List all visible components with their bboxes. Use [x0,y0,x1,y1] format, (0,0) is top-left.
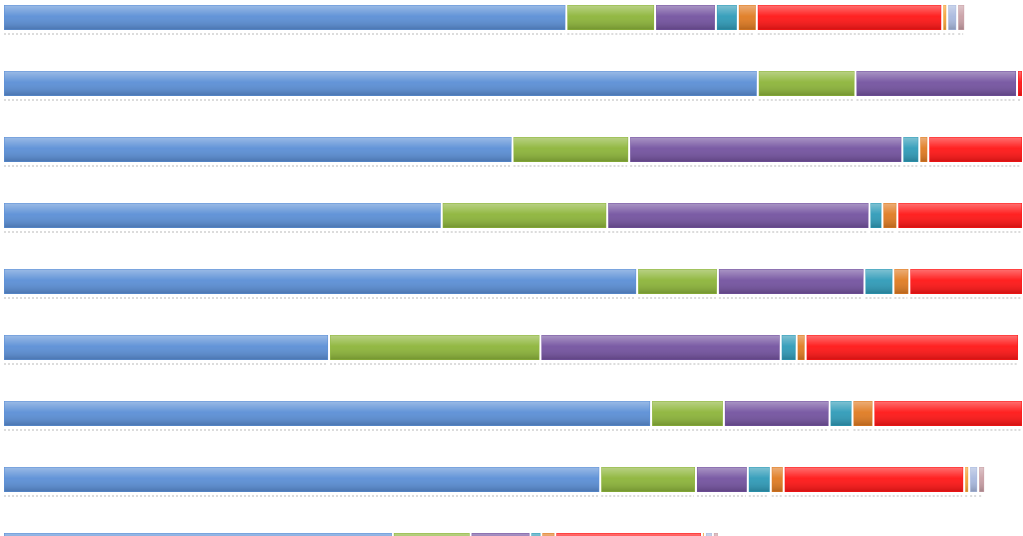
bar-segment-r1-s7 [942,4,948,35]
bar-segment-r7-s6 [873,400,1023,431]
bar-segment-r7-s1 [3,400,652,431]
bar-segment-r8-s4 [747,466,771,497]
bar-segment-r7-s4 [829,400,853,431]
bar-segment-r3-s5 [919,136,929,167]
bar-row-1 [3,4,966,35]
bar-segment-r8-s3 [695,466,748,497]
bar-segment-r9-s6 [555,532,702,536]
bar-segment-r6-s2 [329,334,541,365]
bar-segment-r9-s5 [541,532,556,536]
bar-segment-r6-s6 [805,334,1020,365]
bar-segment-r4-s5 [882,202,898,233]
bar-segment-r6-s1 [3,334,330,365]
bar-segment-r2-s3 [855,70,1018,101]
bar-segment-r5-s6 [909,268,1023,299]
bar-row-3 [3,136,1023,167]
bar-segment-r9-s2 [392,532,471,536]
bar-row-7 [3,400,1023,431]
bar-segment-r9-s1 [3,532,393,536]
bar-segment-r3-s6 [928,136,1023,167]
bar-segment-r9-s3 [470,532,531,536]
bar-row-8 [3,466,986,497]
bar-segment-r7-s2 [651,400,724,431]
bar-segment-r3-s4 [902,136,920,167]
bar-segment-r1-s3 [655,4,716,35]
bar-segment-r3-s2 [512,136,630,167]
bar-segment-r9-s8 [704,532,713,536]
bar-segment-r5-s4 [864,268,894,299]
bar-segment-r9-s4 [530,532,542,536]
bar-segment-r8-s9 [978,466,986,497]
bar-segment-r2-s2 [757,70,856,101]
bar-segment-r1-s9 [957,4,966,35]
bar-segment-r4-s4 [869,202,883,233]
bar-row-6 [3,334,1020,365]
bar-segment-r8-s1 [3,466,601,497]
bar-segment-r1-s4 [715,4,738,35]
bar-row-2 [3,70,1023,101]
bar-segment-r1-s2 [566,4,656,35]
bar-segment-r1-s5 [737,4,757,35]
bar-segment-r4-s1 [3,202,442,233]
bar-segment-r9-s9 [712,532,719,536]
bar-segment-r3-s3 [629,136,903,167]
bar-segment-r2-s1 [3,70,758,101]
bar-segment-r3-s1 [3,136,513,167]
bar-segment-r5-s5 [893,268,910,299]
bar-segment-r1-s8 [947,4,958,35]
plot-area [3,4,1023,536]
bar-segment-r5-s3 [717,268,865,299]
bar-segment-r7-s5 [852,400,874,431]
bar-segment-r6-s5 [796,334,806,365]
bar-segment-r8-s6 [783,466,965,497]
bar-segment-r6-s4 [780,334,797,365]
bar-segment-r5-s1 [3,268,638,299]
bar-segment-r2-s6 [1017,70,1023,101]
bar-segment-r5-s2 [637,268,718,299]
bar-segment-r4-s3 [607,202,870,233]
bar-segment-r8-s8 [969,466,979,497]
bar-segment-r8-s2 [600,466,696,497]
bar-segment-r8-s5 [770,466,784,497]
bar-segment-r1-s1 [3,4,567,35]
bar-segment-r6-s3 [540,334,781,365]
bar-segment-r4-s6 [897,202,1023,233]
bar-segment-r4-s2 [441,202,608,233]
bar-row-5 [3,268,1023,299]
bar-segment-r7-s3 [723,400,830,431]
bar-segment-r9-s7 [701,532,705,536]
bar-row-4 [3,202,1023,233]
bar-segment-r8-s7 [964,466,970,497]
bar-row-9 [3,532,719,536]
bar-segment-r1-s6 [756,4,943,35]
